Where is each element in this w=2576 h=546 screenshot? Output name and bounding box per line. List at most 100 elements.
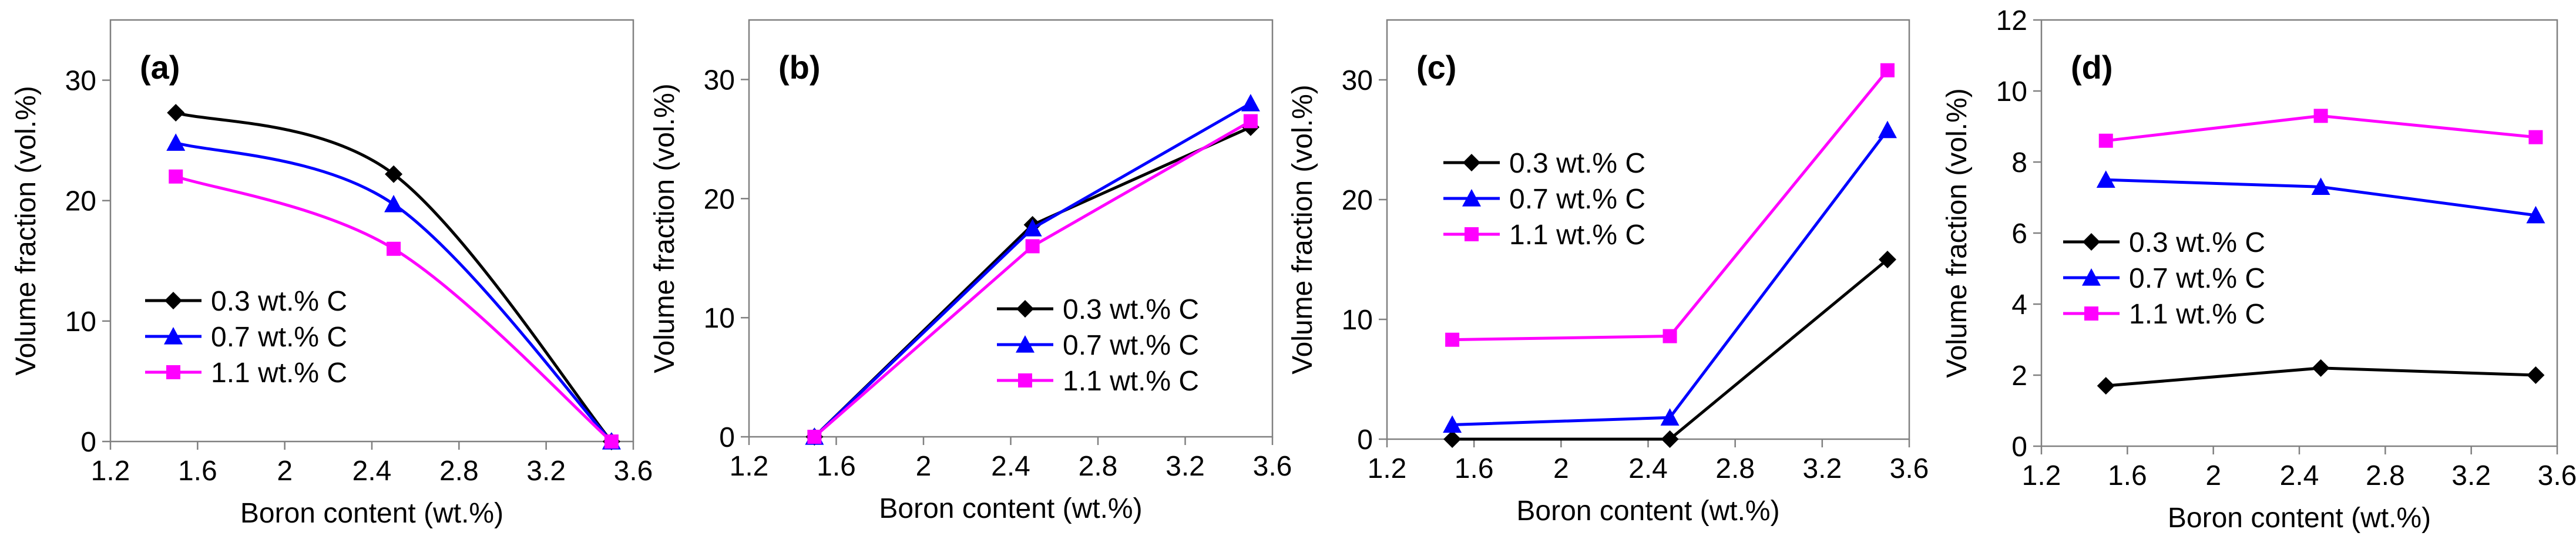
- y-tick-label: 10: [65, 306, 96, 338]
- x-tick-label: 2: [916, 451, 932, 482]
- legend-item: 0.3 wt.% C: [2063, 227, 2265, 258]
- data-point: [604, 434, 619, 449]
- legend-item: 1.1 wt.% C: [2063, 299, 2265, 330]
- legend-item: 0.7 wt.% C: [997, 330, 1199, 361]
- y-tick-label: 20: [65, 186, 96, 217]
- y-axis-label: Volume fraction (vol.%): [1942, 88, 1973, 378]
- y-tick-label: 10: [704, 303, 735, 334]
- legend-label: 0.3 wt.% C: [1509, 148, 1645, 179]
- panel-label: (b): [778, 49, 821, 86]
- data-point: [2527, 366, 2545, 384]
- x-tick-label: 2.8: [439, 456, 479, 487]
- data-point: [1661, 430, 1679, 448]
- chart-panel: 0 10 20 30 1.2 1.6 2 2.4 2.8 3.2 3.6 Boron content …: [649, 19, 1292, 524]
- legend-label: 0.3 wt.% C: [211, 286, 347, 317]
- data-point: [2313, 109, 2328, 123]
- series-line: [175, 111, 613, 443]
- data-point: [2097, 377, 2115, 395]
- data-point: [2311, 177, 2330, 195]
- data-point: [1663, 329, 1677, 343]
- x-tick-label: 3.2: [2451, 460, 2491, 491]
- data-point: [1443, 415, 1462, 433]
- x-tick-label: 3.2: [1166, 451, 1205, 482]
- chart-panel: 0 2 4 6 8 10 12 1.2 1.6 2 2.4 2.8 3.2 3.6 Boron conten…: [1942, 5, 2576, 534]
- plot-frame: [109, 19, 634, 443]
- legend-item: 0.3 wt.% C: [145, 286, 347, 317]
- y-axis-label: Volume fraction (vol.%): [11, 86, 42, 376]
- legend-item: 1.1 wt.% C: [145, 358, 347, 389]
- y-axis-label: Volume fraction (vol.%): [1287, 85, 1318, 375]
- plot-frame: [2040, 19, 2558, 447]
- x-axis-label: Boron content (wt.%): [1516, 496, 1779, 527]
- y-tick-label: 30: [704, 65, 735, 96]
- legend: 0.3 wt.% C 0.7 wt.% C 1.1 wt.% C: [1443, 148, 1645, 251]
- data-point: [167, 103, 185, 122]
- y-tick-label: 10: [1996, 76, 2027, 107]
- legend-item: 0.7 wt.% C: [145, 322, 347, 353]
- y-tick-label: 4: [2011, 289, 2027, 321]
- x-tick-label: 1.6: [2108, 460, 2147, 491]
- series: [1443, 120, 1897, 433]
- data-point: [2096, 170, 2115, 188]
- legend: 0.3 wt.% C 0.7 wt.% C 1.1 wt.% C: [2063, 227, 2265, 330]
- legend-label: 1.1 wt.% C: [1509, 220, 1645, 251]
- x-tick-label: 3.6: [1253, 451, 1292, 482]
- y-tick-label: 20: [704, 184, 735, 215]
- legend-label: 0.3 wt.% C: [2129, 227, 2265, 258]
- y-tick-label: 0: [2011, 432, 2027, 463]
- x-tick-label: 1.2: [2022, 460, 2061, 491]
- legend-marker: [1016, 335, 1035, 353]
- x-tick-label: 2.4: [1628, 453, 1668, 484]
- legend-label: 0.3 wt.% C: [1063, 294, 1199, 325]
- x-tick-label: 2.4: [352, 456, 392, 487]
- y-tick-label: 30: [1342, 65, 1373, 96]
- y-tick-label: 6: [2011, 218, 2027, 250]
- y-tick-label: 0: [1357, 424, 1373, 456]
- series: [807, 114, 1258, 444]
- data-point: [166, 133, 186, 151]
- x-tick-label: 3.2: [1802, 453, 1842, 484]
- y-tick-label: 0: [719, 422, 735, 453]
- x-tick-label: 1.2: [91, 456, 130, 487]
- legend: 0.3 wt.% C 0.7 wt.% C 1.1 wt.% C: [145, 286, 347, 389]
- legend-label: 0.7 wt.% C: [1063, 330, 1199, 361]
- legend-label: 1.1 wt.% C: [211, 358, 347, 389]
- data-point: [1878, 251, 1896, 268]
- panel-label: (d): [2071, 49, 2113, 86]
- legend-item: 0.3 wt.% C: [997, 294, 1199, 325]
- data-point: [2098, 133, 2113, 148]
- legend-marker: [1018, 373, 1032, 387]
- y-tick-label: 12: [1996, 5, 2027, 36]
- x-tick-label: 3.6: [1890, 453, 1929, 484]
- series: [1445, 63, 1895, 347]
- x-tick-label: 1.6: [817, 451, 856, 482]
- legend-marker: [2083, 233, 2100, 251]
- data-point: [1445, 332, 1460, 347]
- legend-label: 0.7 wt.% C: [211, 322, 347, 353]
- x-tick-label: 2.8: [1715, 453, 1755, 484]
- legend-marker: [1465, 227, 1479, 241]
- chart-panel: 0 10 20 30 1.2 1.6 2 2.4 2.8 3.2 3.6 Boron content …: [1287, 19, 1929, 527]
- x-tick-label: 2: [1553, 453, 1569, 484]
- legend-item: 1.1 wt.% C: [1443, 220, 1645, 251]
- x-tick-label: 2.4: [991, 451, 1030, 482]
- x-tick-label: 1.6: [1455, 453, 1494, 484]
- legend-label: 0.7 wt.% C: [2129, 263, 2265, 294]
- data-point: [1878, 120, 1897, 139]
- y-tick-label: 20: [1342, 185, 1373, 216]
- x-tick-label: 1.2: [730, 451, 769, 482]
- panel-label: (a): [140, 49, 180, 86]
- data-point: [1660, 408, 1680, 426]
- legend-item: 0.7 wt.% C: [1443, 184, 1645, 215]
- data-point: [385, 165, 403, 183]
- legend-marker: [1463, 154, 1480, 171]
- series: [2098, 109, 2543, 148]
- x-tick-label: 2: [2205, 460, 2221, 491]
- y-tick-label: 30: [65, 66, 96, 97]
- x-tick-label: 2.8: [2366, 460, 2405, 491]
- x-tick-label: 3.2: [526, 456, 566, 487]
- legend: 0.3 wt.% C 0.7 wt.% C 1.1 wt.% C: [997, 294, 1199, 397]
- x-tick-label: 1.2: [1368, 453, 1407, 484]
- legend-marker: [2082, 268, 2101, 286]
- legend-marker: [164, 327, 183, 345]
